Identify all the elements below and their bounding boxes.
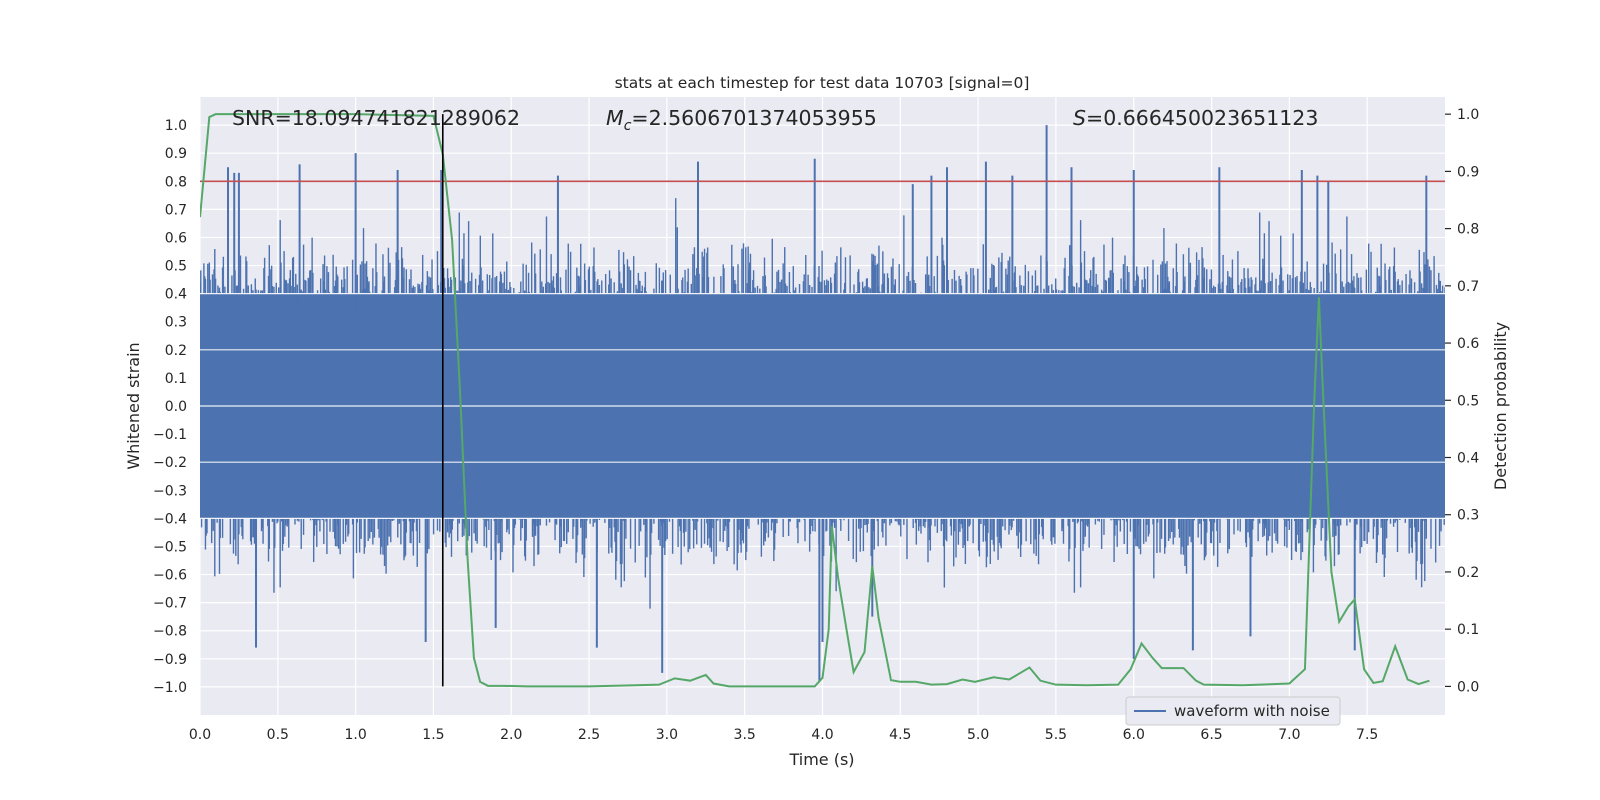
chart-title: stats at each timestep for test data 107… <box>615 74 1030 92</box>
left-y-axis: −1.0 −0.9 −0.8 −0.7 −0.6 −0.5 −0.4 −0.3 −0.2 −0.1… <box>153 118 187 696</box>
left-y-tick-label: −0.5 <box>153 539 187 555</box>
left-y-tick-label: 0.9 <box>165 146 187 162</box>
s-value: =0.666450023651123 <box>1086 106 1318 130</box>
left-y-tick-label: −0.9 <box>153 652 187 668</box>
right-y-tick-label: 0.9 <box>1457 164 1479 180</box>
legend-box <box>1125 696 1341 726</box>
left-y-tick-label: 0.7 <box>165 202 187 218</box>
x-tick-label: 7.5 <box>1356 727 1378 743</box>
left-y-tick-label: 0.6 <box>165 230 187 246</box>
right-y-tick-label: 1.0 <box>1457 107 1479 123</box>
x-tick-label: 4.5 <box>889 727 911 743</box>
left-y-tick-label: 0.4 <box>165 287 187 303</box>
left-y-tick-label: 0.3 <box>165 315 187 331</box>
right-y-tick-label: 0.1 <box>1457 622 1479 638</box>
s-symbol: S <box>1073 106 1086 130</box>
chirp-mass-subscript: c <box>624 118 632 134</box>
x-tick-label: 5.5 <box>1045 727 1067 743</box>
x-tick-label: 0.0 <box>189 727 211 743</box>
right-y-axis-label: Detection probability <box>1491 322 1510 490</box>
right-y-axis: 0.0 0.1 0.2 0.3 0.4 0.5 0.6 0.7 0.8 0.9 1.0 <box>1445 107 1479 695</box>
right-y-tick-label: 0.2 <box>1457 565 1479 581</box>
chirp-mass-value: =2.5606701374053955 <box>631 106 876 130</box>
left-y-tick-label: −0.4 <box>153 511 187 527</box>
x-tick-label: 3.0 <box>656 727 678 743</box>
waveform-line <box>200 198 1445 609</box>
chirp-mass-symbol: M <box>606 106 624 130</box>
right-y-tick-label: 0.3 <box>1457 508 1479 524</box>
right-y-tick-label: 0.5 <box>1457 393 1479 409</box>
x-tick-label: 3.5 <box>734 727 756 743</box>
s-annotation: S=0.666450023651123 <box>1073 106 1318 130</box>
left-y-tick-label: −0.7 <box>153 596 187 612</box>
x-axis: 0.0 0.5 1.0 1.5 2.0 2.5 3.0 3.5 4.0 4.5 5.0 5.5 6.0 6… <box>189 727 1378 743</box>
x-tick-label: 6.5 <box>1200 727 1222 743</box>
x-tick-label: 0.5 <box>267 727 289 743</box>
right-y-tick-label: 0.4 <box>1457 451 1479 467</box>
chirp-mass-annotation: Mc=2.5606701374053955 <box>606 106 877 134</box>
x-tick-label: 2.0 <box>500 727 522 743</box>
left-y-tick-label: 0.8 <box>165 174 187 190</box>
left-y-tick-label: 0.0 <box>165 399 187 415</box>
left-y-tick-label: 0.2 <box>165 343 187 359</box>
x-tick-label: 7.0 <box>1278 727 1300 743</box>
legend-waveform-label: waveform with noise <box>1174 702 1330 720</box>
waveform-series <box>200 125 1445 682</box>
right-y-tick-label: 0.6 <box>1457 336 1479 352</box>
x-axis-label: Time (s) <box>788 750 854 769</box>
detection-probability-line <box>200 113 1430 688</box>
x-tick-label: 6.0 <box>1123 727 1145 743</box>
left-y-tick-label: 0.5 <box>165 259 187 275</box>
x-tick-label: 5.0 <box>967 727 989 743</box>
legend: waveform with noise <box>1125 696 1341 726</box>
left-y-tick-label: −0.2 <box>153 455 187 471</box>
right-y-tick-label: 0.8 <box>1457 222 1479 238</box>
left-y-tick-label: −1.0 <box>153 680 187 696</box>
left-y-tick-label: −0.3 <box>153 483 187 499</box>
left-y-tick-label: −0.8 <box>153 624 187 640</box>
right-y-tick-label: 0.0 <box>1457 679 1479 695</box>
left-y-tick-label: 0.1 <box>165 371 187 387</box>
left-y-tick-label: −0.6 <box>153 568 187 584</box>
left-y-axis-label: Whitened strain <box>124 342 143 469</box>
x-tick-label: 4.0 <box>811 727 833 743</box>
snr-annotation: SNR=18.094741821289062 <box>232 106 520 130</box>
x-tick-label: 2.5 <box>578 727 600 743</box>
left-y-tick-label: 1.0 <box>165 118 187 134</box>
x-tick-label: 1.5 <box>422 727 444 743</box>
left-y-tick-label: −0.1 <box>153 427 187 443</box>
right-y-tick-label: 0.7 <box>1457 279 1479 295</box>
x-tick-label: 1.0 <box>344 727 366 743</box>
